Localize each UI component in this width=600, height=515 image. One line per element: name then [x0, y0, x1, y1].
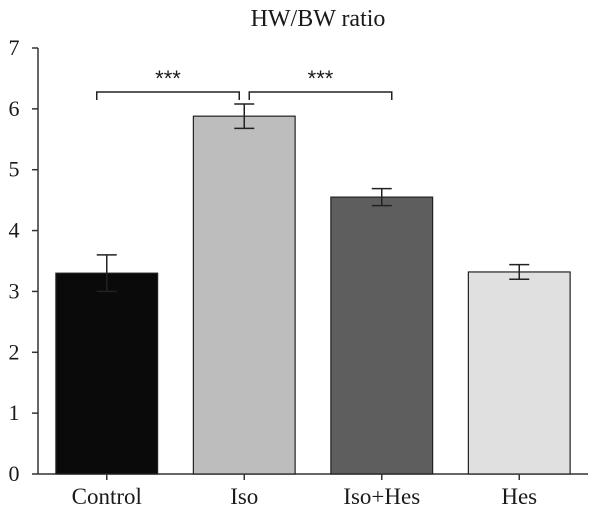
- significance-bracket: [248, 91, 393, 100]
- y-tick-label: 3: [9, 278, 20, 303]
- significance-bracket: [96, 91, 240, 100]
- bar-control: [55, 272, 159, 475]
- x-category-label: Iso+Hes: [343, 484, 420, 509]
- y-tick-label: 1: [9, 400, 20, 425]
- y-tick-label: 7: [9, 35, 20, 60]
- x-category-label: Iso: [230, 484, 258, 509]
- y-tick-label: 6: [9, 96, 20, 121]
- bar-hes: [467, 271, 571, 475]
- y-tick-label: 0: [9, 461, 20, 486]
- significance-label: ***: [308, 66, 334, 91]
- bar-iso-hes: [330, 196, 434, 475]
- y-tick-label: 4: [9, 218, 20, 243]
- significance-brackets: *** ***: [96, 66, 393, 100]
- significance-label: ***: [155, 66, 181, 91]
- chart-title: HW/BW ratio: [251, 6, 386, 32]
- bar-iso: [192, 115, 296, 475]
- x-category-label: Hes: [501, 484, 537, 509]
- y-tick-label: 2: [9, 339, 20, 364]
- bars: Control Iso Iso+Hes Hes: [55, 103, 571, 509]
- x-category-label: Control: [72, 484, 142, 509]
- y-tick-label: 5: [9, 157, 20, 182]
